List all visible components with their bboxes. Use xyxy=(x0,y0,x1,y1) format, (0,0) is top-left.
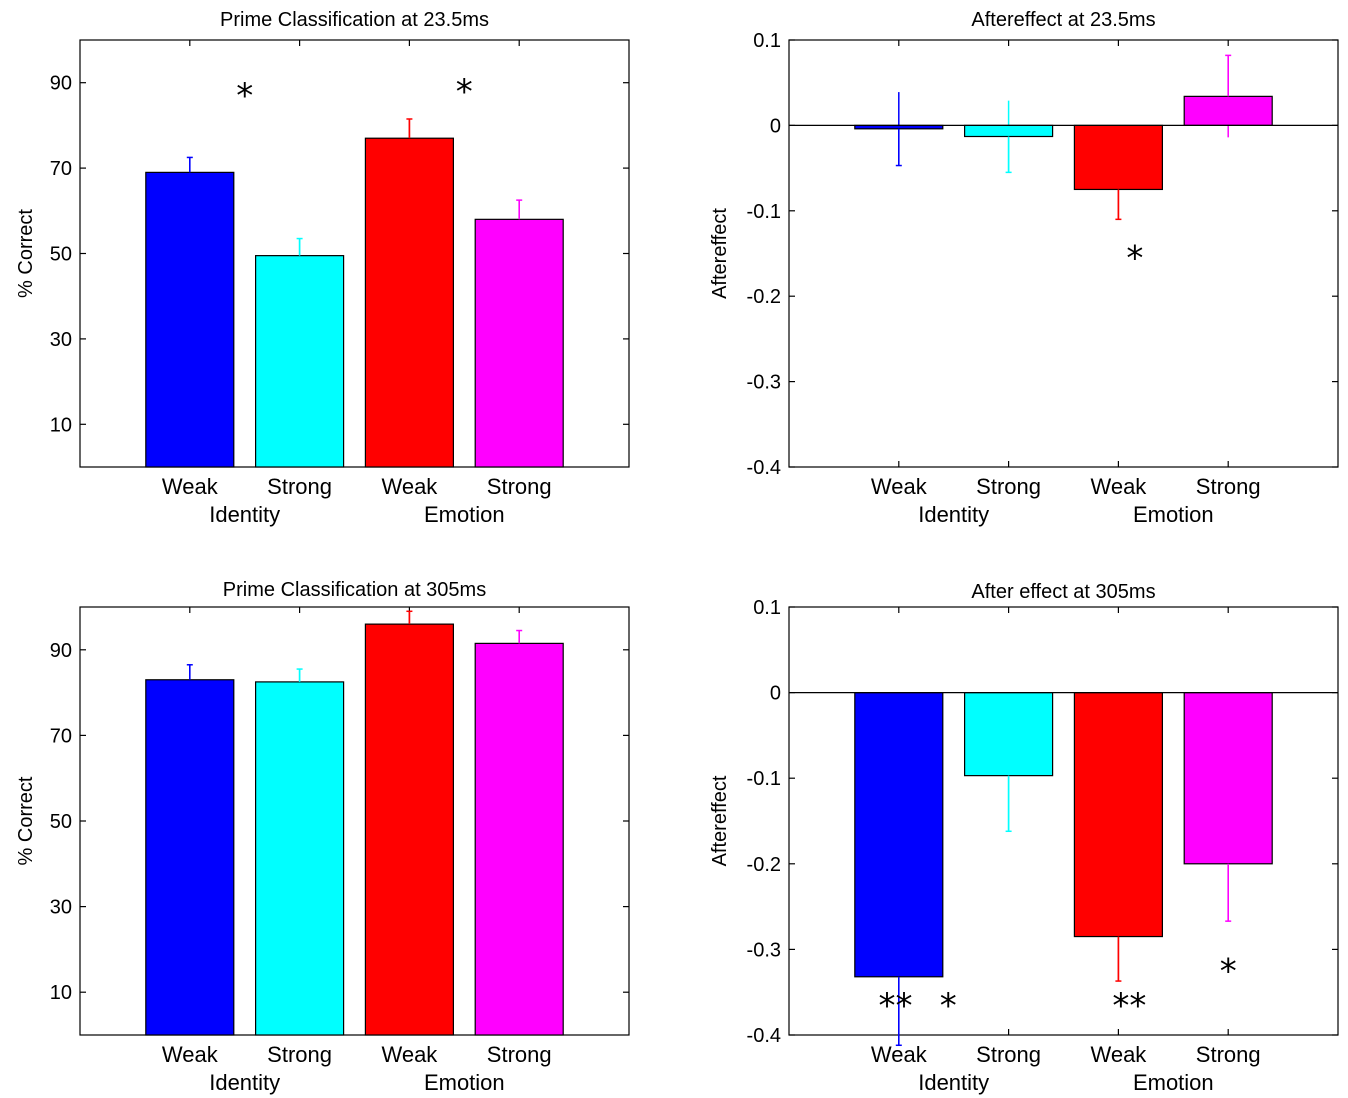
group-label: Emotion xyxy=(1133,1070,1214,1095)
y-tick-label: 30 xyxy=(50,329,72,351)
bar xyxy=(364,623,454,1036)
group-label: Emotion xyxy=(424,1070,505,1095)
category-label: Strong xyxy=(1196,1042,1261,1067)
significance-marker: ** xyxy=(879,986,913,1026)
category-label: Weak xyxy=(871,1042,928,1067)
y-tick-label: 70 xyxy=(50,158,72,180)
category-label: Strong xyxy=(267,1042,332,1067)
y-tick-label: -0.1 xyxy=(747,201,781,223)
bar xyxy=(255,681,345,1036)
chart-title: Aftereffect at 23.5ms xyxy=(971,9,1155,31)
bar xyxy=(474,642,564,1036)
group-label: Identity xyxy=(918,502,989,527)
bar xyxy=(145,171,235,468)
significance-marker: * xyxy=(1220,952,1237,992)
bar xyxy=(364,137,454,468)
group-label: Identity xyxy=(918,1070,989,1095)
significance-marker: * xyxy=(940,986,957,1026)
y-tick-label: 0 xyxy=(770,683,781,705)
group-label: Identity xyxy=(209,502,280,527)
chart-title: Prime Classification at 23.5ms xyxy=(220,9,489,31)
significance-marker: * xyxy=(236,76,253,116)
y-tick-label: -0.2 xyxy=(747,854,781,876)
bar xyxy=(145,679,235,1036)
category-label: Weak xyxy=(381,474,438,499)
y-tick-label: -0.3 xyxy=(747,939,781,961)
category-label: Weak xyxy=(1090,474,1147,499)
group-label: Emotion xyxy=(1133,502,1214,527)
y-axis-label: % Correct xyxy=(15,209,37,298)
group-label: Emotion xyxy=(424,502,505,527)
y-tick-label: 10 xyxy=(50,982,72,1004)
y-tick-label: 50 xyxy=(50,244,72,266)
y-tick-label: -0.3 xyxy=(747,372,781,394)
bar xyxy=(1073,691,1164,938)
y-tick-label: 90 xyxy=(50,73,72,95)
category-label: Weak xyxy=(162,1042,219,1067)
chart-title: After effect at 305ms xyxy=(971,581,1155,603)
bar xyxy=(255,255,345,468)
bar xyxy=(474,218,564,468)
bar xyxy=(1183,691,1273,865)
category-label: Weak xyxy=(871,474,928,499)
category-label: Strong xyxy=(1196,474,1261,499)
y-tick-label: -0.4 xyxy=(747,457,781,479)
bar xyxy=(1073,124,1164,191)
y-tick-label: -0.2 xyxy=(747,286,781,308)
y-tick-label: 10 xyxy=(50,414,72,436)
y-tick-label: 50 xyxy=(50,811,72,833)
category-label: Weak xyxy=(1090,1042,1147,1067)
bar xyxy=(963,691,1054,777)
y-axis-label: Aftereffect xyxy=(709,208,731,299)
y-tick-label: 70 xyxy=(50,725,72,747)
bar xyxy=(963,124,1054,138)
category-label: Strong xyxy=(267,474,332,499)
group-label: Identity xyxy=(209,1070,280,1095)
category-label: Strong xyxy=(487,474,552,499)
y-tick-label: -0.4 xyxy=(747,1025,781,1047)
y-tick-label: -0.1 xyxy=(747,768,781,790)
y-axis-label: % Correct xyxy=(15,776,37,865)
category-label: Strong xyxy=(976,474,1041,499)
bar xyxy=(1183,95,1273,126)
y-tick-label: 0 xyxy=(770,115,781,137)
category-label: Strong xyxy=(976,1042,1041,1067)
significance-marker: * xyxy=(456,72,473,112)
y-tick-label: 0.1 xyxy=(753,30,781,52)
y-axis-label: Aftereffect xyxy=(709,775,731,866)
chart-title: Prime Classification at 305ms xyxy=(223,579,486,601)
significance-marker: * xyxy=(1126,239,1143,279)
category-label: Weak xyxy=(162,474,219,499)
category-label: Strong xyxy=(487,1042,552,1067)
significance-marker: ** xyxy=(1112,986,1146,1026)
y-tick-label: 90 xyxy=(50,640,72,662)
y-tick-label: 0.1 xyxy=(753,597,781,619)
category-label: Weak xyxy=(381,1042,438,1067)
bar xyxy=(854,691,944,978)
y-tick-label: 30 xyxy=(50,897,72,919)
